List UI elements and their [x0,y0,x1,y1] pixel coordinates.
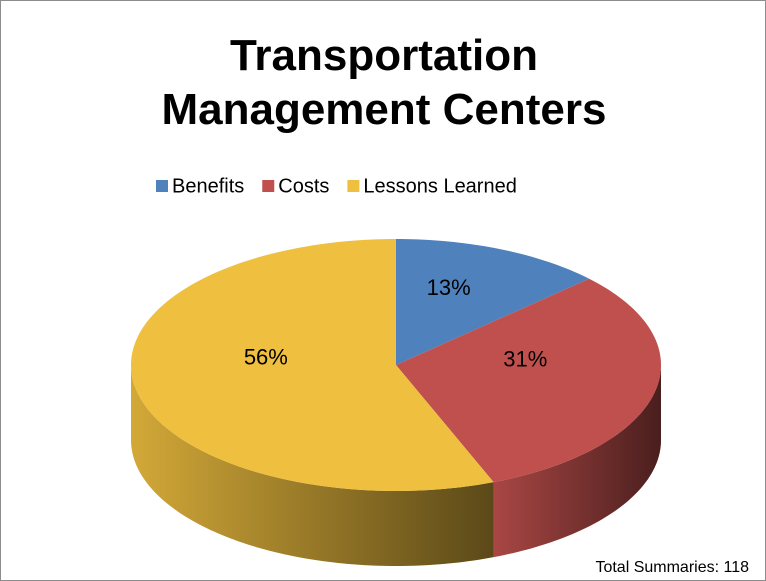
data-label: 31% [503,347,547,372]
legend-swatch [262,180,275,192]
slice [396,239,590,365]
side-shade [493,365,661,558]
pie-sides [131,365,661,566]
data-label: 56% [244,345,288,370]
legend: Benefits Costs Lessons Learned [156,175,517,197]
slice [131,239,494,491]
legend-label: Benefits [172,175,244,197]
legend-swatch [347,180,360,192]
legend-label: Lessons Learned [363,175,516,197]
side-shade [131,365,494,566]
chart-title: Transportation Management Centers [161,31,607,134]
legend-swatch [156,180,168,192]
pie-tops [131,239,661,491]
data-label: 13% [427,275,471,300]
annotation: Total Summaries: 118 [595,559,749,576]
legend-label: Costs [278,175,329,197]
pie-labels: 13% 31% 56% [244,275,548,372]
slice [396,278,661,483]
